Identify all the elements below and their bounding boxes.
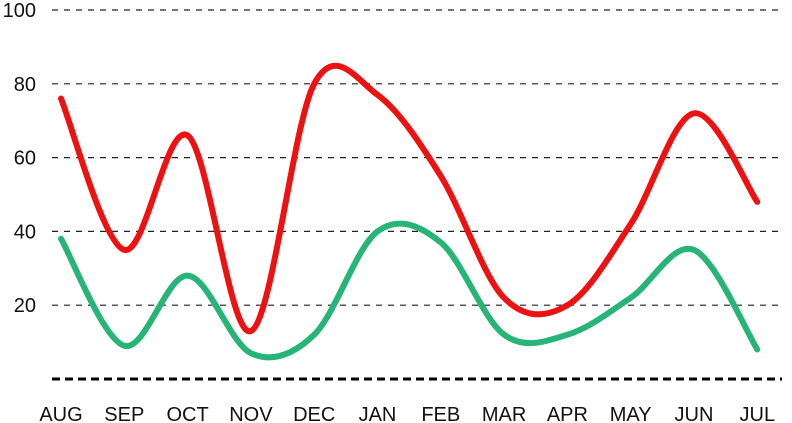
x-tick-label: AUG — [39, 404, 82, 423]
x-tick-label: SEP — [104, 404, 144, 423]
x-tick-label: JUL — [740, 404, 776, 423]
x-axis: AUG SEP OCT NOV DEC JAN FEB MAR APR MAY JUN JUL — [39, 404, 775, 423]
y-tick-label: 80 — [14, 74, 36, 96]
x-tick-label: OCT — [166, 404, 208, 423]
x-tick-label: FEB — [421, 404, 460, 423]
x-tick-label: JAN — [359, 404, 397, 423]
y-tick-label: 60 — [14, 148, 36, 170]
x-tick-label: MAR — [482, 404, 526, 423]
x-tick-label: NOV — [229, 404, 273, 423]
y-axis: 20 40 60 80 100 — [3, 0, 36, 317]
grid-layer — [52, 9, 782, 381]
y-tick-label: 40 — [14, 221, 36, 243]
series-line-1 — [58, 62, 761, 335]
series-line-2 — [58, 220, 761, 361]
series-layer — [58, 62, 761, 361]
x-tick-label: APR — [547, 404, 588, 423]
y-tick-label: 100 — [3, 0, 36, 22]
x-tick-label: JUN — [675, 404, 714, 423]
x-tick-label: MAY — [610, 404, 652, 423]
x-tick-label: DEC — [293, 404, 335, 423]
y-tick-label: 20 — [14, 295, 36, 317]
